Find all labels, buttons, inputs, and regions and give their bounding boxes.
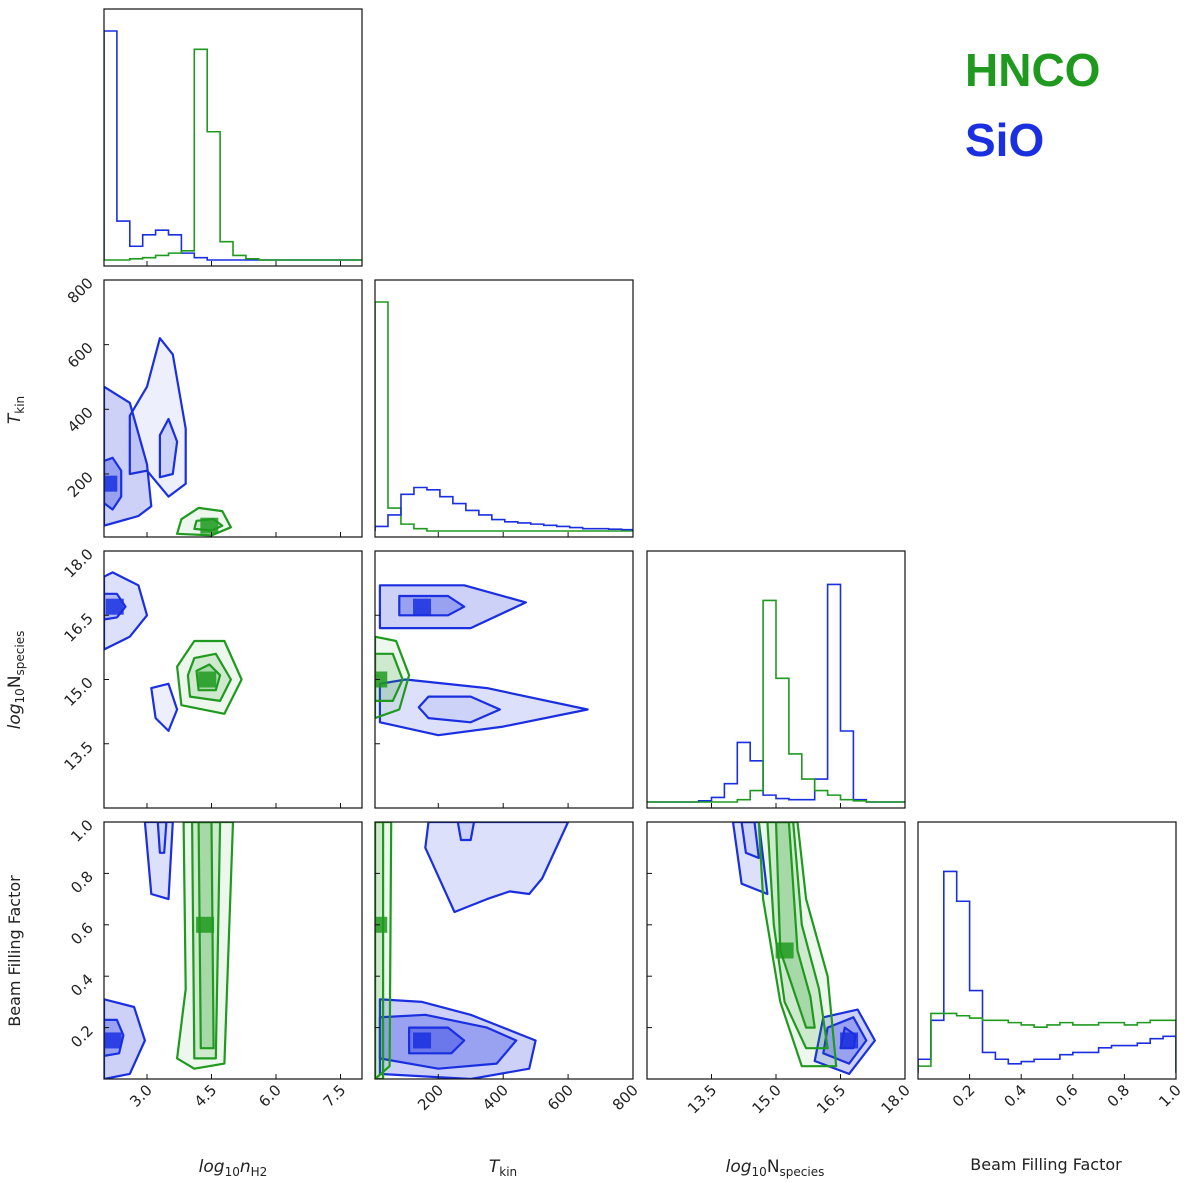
y-tick-label-y2: 15.0 <box>60 674 96 710</box>
y-tick-label-y2: 13.5 <box>60 738 96 774</box>
x-tick-label-x2: 18.0 <box>877 1081 913 1117</box>
peak-hnco <box>375 671 388 688</box>
contour-panel-2 <box>375 584 589 737</box>
hist-line-sio <box>104 30 362 261</box>
x-tick-label-x0: 3.0 <box>126 1081 156 1111</box>
y-tick-label-y3: 0.2 <box>67 1022 97 1052</box>
x-tick-label-x3: 0.6 <box>1052 1081 1082 1111</box>
hist-panel-3 <box>918 870 1176 1073</box>
y-tick-label-y3: 0.8 <box>67 868 97 898</box>
hist-frame-3 <box>917 821 1177 1080</box>
y-tick-label-y1: 800 <box>64 274 97 307</box>
hist-line-hnco <box>104 48 362 261</box>
x-tick-label-x3: 0.8 <box>1104 1081 1134 1111</box>
contour-hnco <box>774 822 816 1029</box>
hist-line-sio <box>918 870 1176 1073</box>
contour-sio <box>156 822 168 854</box>
peak-hnco <box>196 916 215 933</box>
legend-hnco: HNCO <box>965 44 1100 96</box>
hist-line-hnco <box>375 301 633 532</box>
hist-line-hnco <box>647 599 905 803</box>
contour-sio <box>150 682 179 732</box>
peak-hnco <box>775 942 794 959</box>
contour-sio <box>378 998 537 1079</box>
peak-hnco <box>375 916 388 933</box>
peak-sio <box>840 1032 859 1049</box>
y-tick-label-y1: 400 <box>64 403 97 436</box>
y-tick-label-y3: 1.0 <box>67 816 97 846</box>
contour-hnco <box>375 822 385 1079</box>
contour-panel-0 <box>104 337 232 537</box>
y-tick-label-y1: 200 <box>64 468 97 501</box>
x-tick-label-x3: 0.4 <box>1000 1081 1030 1111</box>
y-tick-label-y1: 600 <box>64 339 97 372</box>
contour-sio <box>424 822 570 914</box>
contour-panel-5 <box>731 822 876 1075</box>
contour-frame-3 <box>103 821 363 1080</box>
hist-line-hnco <box>918 1012 1176 1073</box>
peak-sio <box>413 1032 432 1049</box>
peak-sio <box>413 598 432 615</box>
legend-sio: SiO <box>965 114 1044 166</box>
hist-panel-2 <box>647 583 905 803</box>
contour-panel-3 <box>104 822 235 1079</box>
contour-frame-0 <box>103 279 363 538</box>
contour-hnco <box>375 635 411 720</box>
hist-line-sio <box>647 583 905 803</box>
peak-hnco <box>198 671 217 688</box>
contour-frame-4 <box>374 821 634 1080</box>
contour-sio <box>417 695 501 724</box>
contour-sio <box>158 417 179 479</box>
x-tick-label-x0: 6.0 <box>255 1081 285 1111</box>
y-tick-label-y3: 0.6 <box>67 919 97 949</box>
contour-hnco <box>197 822 215 1050</box>
x-tick-label-x3: 1.0 <box>1155 1081 1185 1111</box>
peak-hnco <box>200 517 219 534</box>
x-tick-label-x1: 200 <box>414 1081 447 1114</box>
y-tick-label-y2: 18.0 <box>60 545 96 581</box>
hist-frame-1 <box>374 279 634 538</box>
y-tick-label-y3: 0.4 <box>67 970 97 1000</box>
contour-sio <box>128 337 187 498</box>
x-axis-label-log-nh2: log10nH2 <box>199 1157 268 1179</box>
x-tick-label-x2: 16.5 <box>813 1081 849 1117</box>
hist-frame-0 <box>103 8 363 267</box>
hist-panel-1 <box>375 301 633 532</box>
x-tick-label-x2: 13.5 <box>684 1081 720 1117</box>
contour-panel-4 <box>375 822 570 1079</box>
contour-sio <box>104 571 149 651</box>
x-tick-label-x0: 4.5 <box>191 1081 221 1111</box>
contour-sio <box>740 822 760 860</box>
panels <box>103 8 1177 1080</box>
contour-sio <box>378 678 589 737</box>
x-tick-label-x1: 400 <box>479 1081 512 1114</box>
contour-sio <box>143 822 174 901</box>
peak-sio <box>104 1032 122 1049</box>
x-tick-label-x1: 800 <box>609 1081 642 1114</box>
x-axis-label-beam-filling: Beam Filling Factor <box>970 1155 1122 1174</box>
x-tick-label-x1: 600 <box>544 1081 577 1114</box>
x-axis-label-tkin: Tkin <box>489 1157 517 1179</box>
x-tick-label-x0: 7.5 <box>320 1081 350 1111</box>
hist-line-sio <box>375 486 633 531</box>
peak-sio <box>104 475 118 492</box>
x-tick-label-x2: 15.0 <box>748 1081 784 1117</box>
contour-sio <box>456 822 476 842</box>
x-axis-label-log-nspecies: log10Nspecies <box>726 1157 825 1179</box>
legend: HNCO SiO <box>965 44 1100 166</box>
contour-hnco <box>375 652 404 702</box>
x-tick-label-x3: 0.2 <box>949 1081 979 1111</box>
y-axis-label-beam-filling: Beam Filling Factor <box>5 875 24 1027</box>
peak-sio <box>105 598 124 615</box>
hist-panel-0 <box>104 30 362 261</box>
hist-frame-2 <box>646 550 906 809</box>
contour-panel-1 <box>104 571 243 732</box>
y-axis-label-log-nspecies: log10Nspecies <box>5 631 27 730</box>
y-tick-label-y2: 16.5 <box>60 609 96 645</box>
y-axis-label-tkin: Tkin <box>5 396 27 424</box>
